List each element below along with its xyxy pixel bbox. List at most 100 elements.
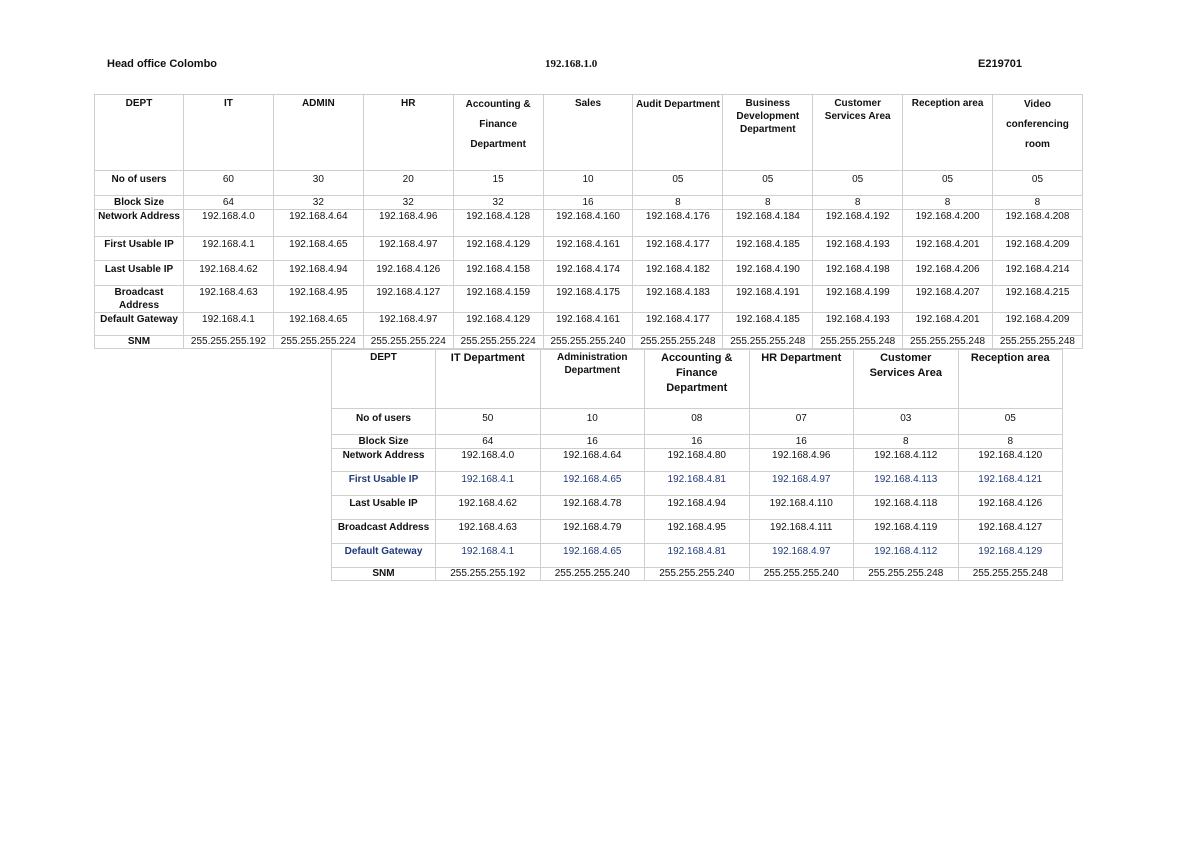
- network-cell: 192.168.4.200: [902, 209, 994, 237]
- row-label-block: Block Size: [331, 434, 436, 449]
- row-label-snm: SNM: [331, 567, 436, 581]
- first-cell: 192.168.4.209: [992, 236, 1083, 261]
- table-row-block-size: Block Size 64 16 16 16 8 8: [331, 434, 1063, 449]
- gateway-cell: 192.168.4.65: [539, 543, 645, 568]
- broadcast-cell: 192.168.4.207: [902, 285, 994, 313]
- dept-header: ADMIN: [272, 94, 364, 171]
- gateway-cell: 192.168.4.209: [992, 312, 1083, 336]
- users-cell: 60: [183, 170, 274, 196]
- broadcast-cell: 192.168.4.63: [183, 285, 274, 313]
- row-label-snm: SNM: [94, 335, 184, 349]
- last-cell: 192.168.4.206: [902, 260, 994, 286]
- network-cell: 192.168.4.64: [272, 209, 364, 237]
- dept-header: Sales: [542, 94, 634, 171]
- dept-header: Reception area: [902, 94, 994, 171]
- last-cell: 192.168.4.94: [644, 495, 750, 520]
- header-network-address: 192.168.1.0: [545, 58, 598, 70]
- users-cell: 05: [632, 170, 724, 196]
- table-row-gateway: Default Gateway 192.168.4.1 192.168.4.65…: [331, 543, 1063, 568]
- broadcast-cell: 192.168.4.127: [957, 519, 1063, 544]
- dept-header: Business Development Department: [722, 94, 814, 171]
- row-label-dept: DEPT: [94, 94, 184, 171]
- last-cell: 192.168.4.94: [272, 260, 364, 286]
- users-cell: 20: [362, 170, 454, 196]
- broadcast-cell: 192.168.4.63: [435, 519, 541, 544]
- network-cell: 192.168.4.160: [542, 209, 634, 237]
- broadcast-cell: 192.168.4.79: [539, 519, 645, 544]
- gateway-cell: 192.168.4.97: [362, 312, 454, 336]
- snm-cell: 255.255.255.240: [644, 567, 750, 581]
- snm-cell: 255.255.255.248: [957, 567, 1063, 581]
- block-cell: 64: [435, 434, 541, 449]
- row-label-last: Last Usable IP: [94, 260, 184, 286]
- block-cell: 8: [902, 195, 994, 210]
- first-cell: 192.168.4.113: [853, 471, 959, 496]
- snm-cell: 255.255.255.240: [542, 335, 634, 349]
- last-cell: 192.168.4.158: [452, 260, 544, 286]
- broadcast-cell: 192.168.4.175: [542, 285, 634, 313]
- table-row-dept: DEPT IT Department Administration Depart…: [331, 349, 1063, 409]
- first-cell: 192.168.4.121: [957, 471, 1063, 496]
- first-cell: 192.168.4.1: [435, 471, 541, 496]
- snm-cell: 255.255.255.248: [812, 335, 904, 349]
- table-row-snm: SNM 255.255.255.192 255.255.255.224 255.…: [94, 335, 1083, 349]
- network-cell: 192.168.4.208: [992, 209, 1083, 237]
- table-row-first-usable: First Usable IP 192.168.4.1 192.168.4.65…: [331, 471, 1063, 496]
- dept-header: Audit Department: [632, 94, 724, 171]
- snm-cell: 255.255.255.192: [435, 567, 541, 581]
- row-label-gateway: Default Gateway: [94, 312, 184, 336]
- users-cell: 30: [272, 170, 364, 196]
- broadcast-cell: 192.168.4.127: [362, 285, 454, 313]
- block-cell: 8: [812, 195, 904, 210]
- block-cell: 32: [362, 195, 454, 210]
- users-cell: 10: [539, 408, 645, 435]
- network-cell: 192.168.4.0: [183, 209, 274, 237]
- block-cell: 64: [183, 195, 274, 210]
- network-cell: 192.168.4.80: [644, 448, 750, 472]
- row-label-users: No of users: [94, 170, 184, 196]
- dept-header: Customer Services Area: [853, 349, 959, 409]
- last-cell: 192.168.4.62: [183, 260, 274, 286]
- block-cell: 16: [644, 434, 750, 449]
- users-cell: 05: [812, 170, 904, 196]
- broadcast-cell: 192.168.4.215: [992, 285, 1083, 313]
- gateway-cell: 192.168.4.97: [748, 543, 854, 568]
- users-cell: 05: [722, 170, 814, 196]
- row-label-users: No of users: [331, 408, 436, 435]
- first-cell: 192.168.4.97: [748, 471, 854, 496]
- subnet-table-2: DEPT IT Department Administration Depart…: [331, 349, 1063, 581]
- row-label-network: Network Address: [94, 209, 184, 237]
- table-row-dept: DEPT IT ADMIN HR Accounting & Finance De…: [94, 94, 1083, 171]
- table-row-network-address: Network Address 192.168.4.0 192.168.4.64…: [331, 448, 1063, 472]
- last-cell: 192.168.4.62: [435, 495, 541, 520]
- dept-header: IT: [183, 94, 274, 171]
- users-cell: 07: [748, 408, 854, 435]
- table-row-last-usable: Last Usable IP 192.168.4.62 192.168.4.94…: [94, 260, 1083, 286]
- snm-cell: 255.255.255.248: [902, 335, 994, 349]
- broadcast-cell: 192.168.4.95: [272, 285, 364, 313]
- network-cell: 192.168.4.96: [362, 209, 454, 237]
- header-office-name: Head office Colombo: [107, 58, 218, 70]
- block-cell: 16: [539, 434, 645, 449]
- broadcast-cell: 192.168.4.111: [748, 519, 854, 544]
- first-cell: 192.168.4.65: [272, 236, 364, 261]
- snm-cell: 255.255.255.240: [539, 567, 645, 581]
- block-cell: 32: [272, 195, 364, 210]
- network-cell: 192.168.4.120: [957, 448, 1063, 472]
- first-cell: 192.168.4.193: [812, 236, 904, 261]
- block-cell: 32: [452, 195, 544, 210]
- first-cell: 192.168.4.185: [722, 236, 814, 261]
- row-label-broadcast: Broadcast Address: [331, 519, 436, 544]
- gateway-cell: 192.168.4.1: [435, 543, 541, 568]
- table-row-users: No of users 60 30 20 15 10 05 05 05 05 0…: [94, 170, 1083, 196]
- gateway-cell: 192.168.4.129: [957, 543, 1063, 568]
- dept-header: IT Department: [435, 349, 541, 409]
- snm-cell: 255.255.255.224: [452, 335, 544, 349]
- snm-cell: 255.255.255.248: [632, 335, 724, 349]
- snm-cell: 255.255.255.224: [272, 335, 364, 349]
- dept-header: Administration Department: [539, 349, 645, 409]
- gateway-cell: 192.168.4.193: [812, 312, 904, 336]
- table-row-snm: SNM 255.255.255.192 255.255.255.240 255.…: [331, 567, 1063, 581]
- first-cell: 192.168.4.177: [632, 236, 724, 261]
- users-cell: 03: [853, 408, 959, 435]
